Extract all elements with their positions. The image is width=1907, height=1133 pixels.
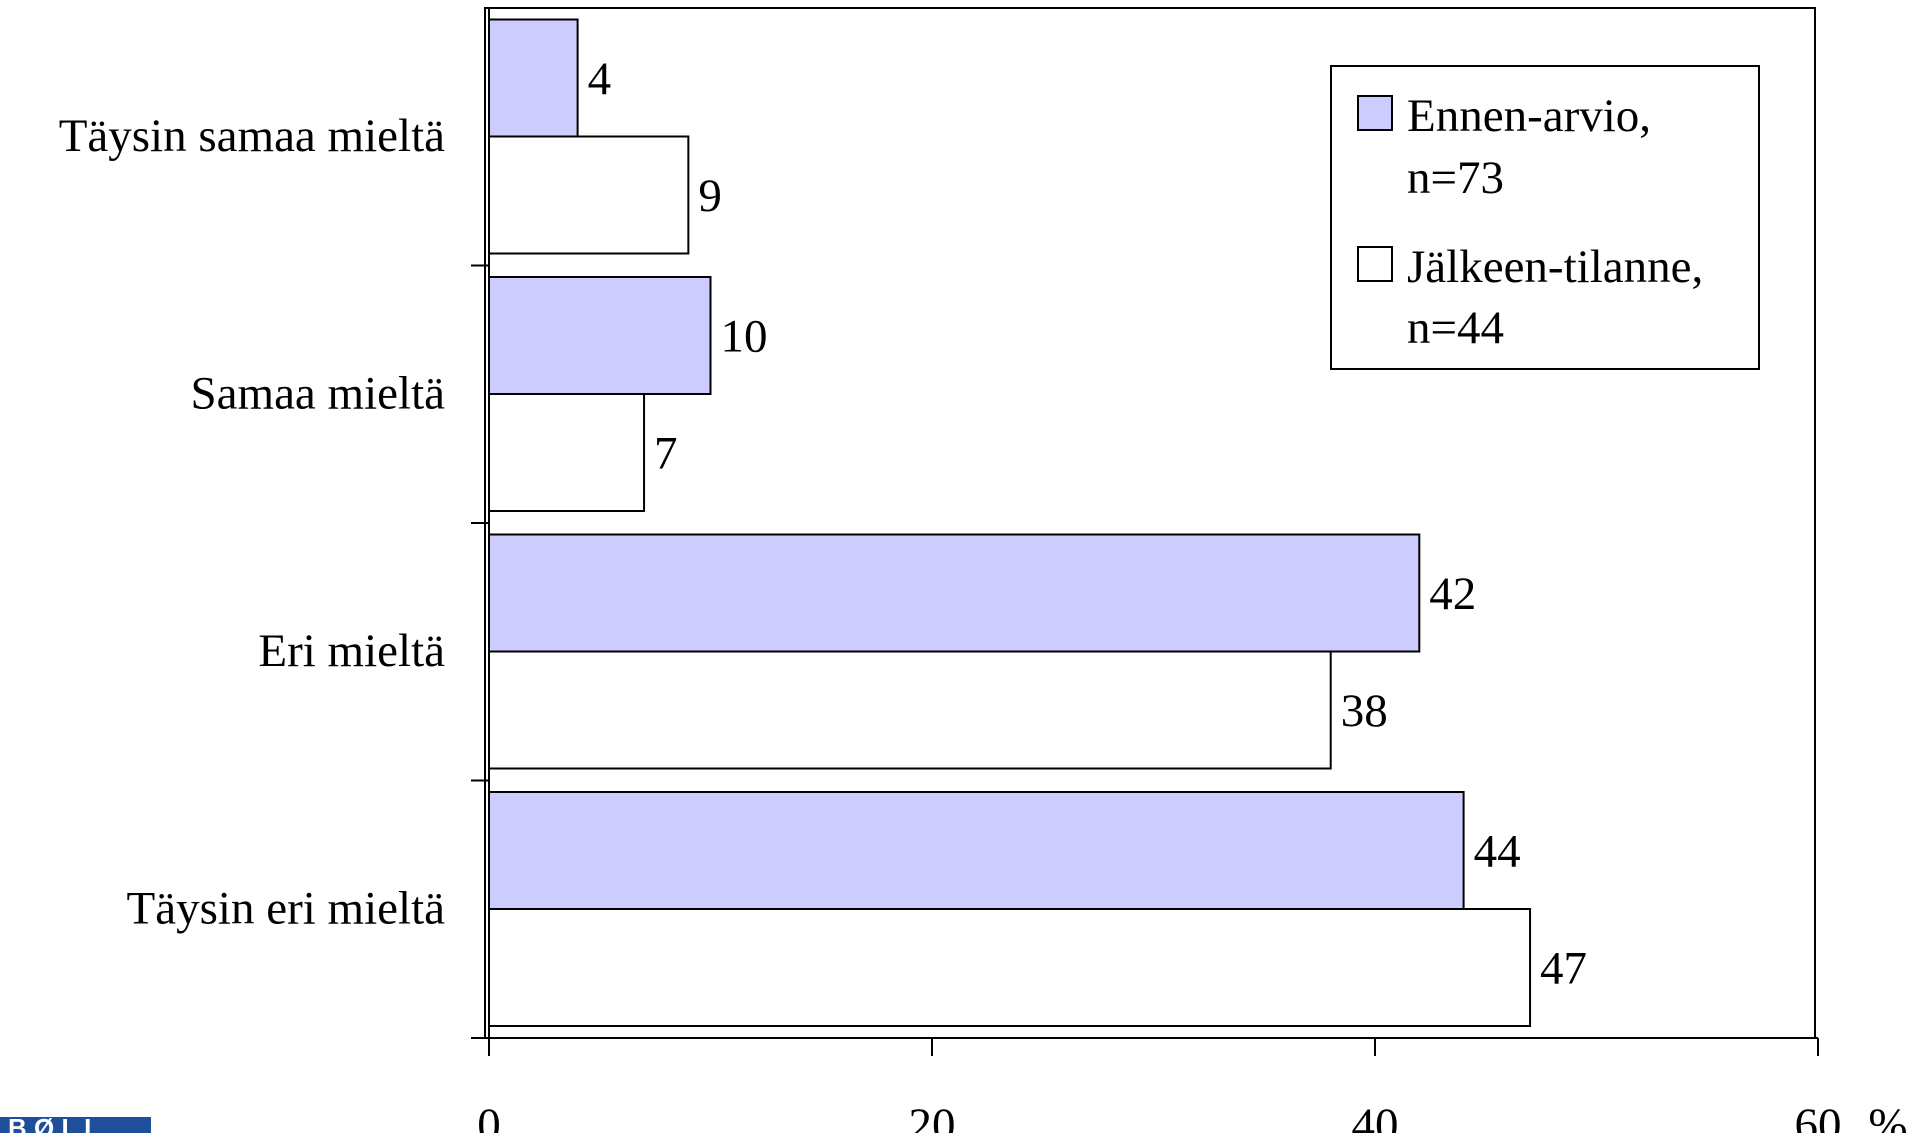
data-label: 10 bbox=[721, 311, 768, 363]
data-label: 38 bbox=[1341, 685, 1388, 737]
bar bbox=[488, 393, 646, 512]
bar bbox=[488, 18, 579, 138]
data-label: 42 bbox=[1429, 568, 1476, 620]
data-label: 44 bbox=[1474, 826, 1521, 878]
category-label: Täysin samaa mieltä bbox=[59, 110, 445, 162]
legend-label-ennen-line2: n=73 bbox=[1407, 152, 1504, 204]
x-tick-label: 0 bbox=[477, 1099, 501, 1133]
bar bbox=[488, 650, 1332, 770]
data-label: 4 bbox=[588, 53, 612, 105]
bar bbox=[488, 533, 1421, 653]
bar bbox=[488, 135, 690, 255]
x-tick-label: 40 bbox=[1352, 1099, 1399, 1133]
legend-label-ennen-line1: Ennen-arvio, bbox=[1407, 90, 1651, 142]
data-label: 9 bbox=[698, 170, 722, 222]
legend-label-jalkeen-line1: Jälkeen-tilanne, bbox=[1407, 241, 1703, 293]
svg-text:B Ø L L: B Ø L L bbox=[8, 1113, 100, 1133]
legend: Ennen-arvio, n=73 Jälkeen-tilanne, n=44 bbox=[1330, 65, 1760, 370]
data-label: 7 bbox=[654, 428, 678, 480]
x-unit-label: % bbox=[1868, 1099, 1907, 1133]
axes-group: 0 20 40 60% bbox=[471, 8, 1907, 1133]
bars-group bbox=[488, 18, 1532, 1027]
logo: B Ø L L bbox=[0, 1113, 151, 1133]
data-label: 47 bbox=[1540, 943, 1587, 995]
legend-swatch-jalkeen bbox=[1357, 246, 1393, 282]
bar bbox=[488, 791, 1465, 910]
legend-swatch-ennen bbox=[1357, 95, 1393, 131]
legend-label-jalkeen-line2: n=44 bbox=[1407, 302, 1504, 354]
bar bbox=[488, 276, 712, 395]
labels-group: Täysin samaa mieltä 4 9 Samaa mieltä 10 7 Eri … bbox=[59, 53, 1587, 995]
bar bbox=[488, 908, 1532, 1027]
x-tick-label: 60 bbox=[1795, 1099, 1842, 1133]
category-label: Samaa mieltä bbox=[191, 367, 446, 419]
category-label: Täysin eri mieltä bbox=[127, 882, 446, 934]
category-label: Eri mieltä bbox=[258, 625, 445, 677]
x-tick-label: 20 bbox=[909, 1099, 956, 1133]
legend-box bbox=[1330, 65, 1760, 370]
